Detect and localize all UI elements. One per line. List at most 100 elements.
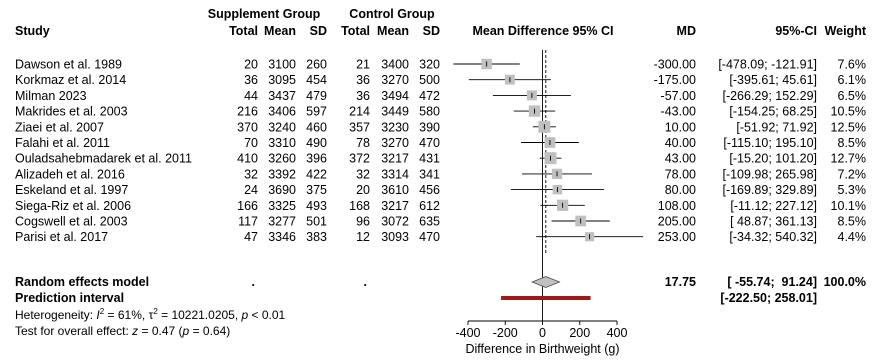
- supplement-mean: 3392: [268, 167, 296, 181]
- z-symbol: z: [131, 324, 138, 338]
- study-name: Milman 2023: [15, 89, 87, 103]
- control-total: 214: [349, 105, 370, 119]
- supplement-total: 36: [244, 73, 258, 87]
- header-control-mean: Mean: [377, 24, 409, 38]
- supplement-sd: 454: [306, 73, 327, 87]
- control-sd: 456: [419, 183, 440, 197]
- x-tick-label: 0: [539, 326, 546, 340]
- i2-value: = 61%,: [104, 308, 148, 322]
- control-mean: 3400: [381, 58, 409, 72]
- study-name: Cogswell et al. 2003: [15, 215, 128, 229]
- supplement-sd: 396: [306, 152, 327, 166]
- ci-value: [-266.29; 152.29]: [722, 89, 817, 103]
- random-effects-diamond: [531, 276, 561, 288]
- study-marks: [453, 58, 644, 242]
- supplement-mean: 3095: [268, 73, 296, 87]
- study-row: Ouladsahebmadarek et al. 2011 410 3260 396 3…: [15, 152, 866, 166]
- study-row: Siega-Riz et al. 2006 166 3325 493 168 3217 61…: [15, 199, 866, 213]
- control-sd: 580: [419, 105, 440, 119]
- md-value: 40.00: [665, 136, 696, 150]
- study-name: Ziaei et al. 2007: [15, 120, 104, 134]
- study-row: Alizadeh et al. 2016 32 3392 422 32 3314 341 78…: [15, 167, 866, 181]
- tau-symbol: τ: [149, 308, 154, 322]
- study-rows: Dawson et al. 1989 20 3100 260 21 3400 320 -300…: [15, 58, 866, 245]
- md-value: 43.00: [665, 152, 696, 166]
- control-total: 36: [356, 73, 370, 87]
- i2-superscript: 2: [100, 307, 105, 316]
- supplement-mean: 3240: [268, 120, 296, 134]
- supplement-mean: 3325: [268, 199, 296, 213]
- x-axis: -400 -200 0 200 400: [455, 320, 628, 340]
- md-value: -57.00: [661, 89, 696, 103]
- supplement-sd: 493: [306, 199, 327, 213]
- ci-value: [ 48.87; 361.13]: [730, 215, 817, 229]
- weight-value: 4.4%: [838, 230, 867, 244]
- ci-value: [-15.20; 101.20]: [729, 152, 817, 166]
- study-name: Siega-Riz et al. 2006: [15, 199, 131, 213]
- overall-p-value: = 0.64): [189, 324, 230, 338]
- control-total: 20: [356, 183, 370, 197]
- header-supplement-group: Supplement Group: [208, 7, 321, 21]
- header-row: Supplement Group Control Group Study Tot…: [15, 7, 867, 38]
- control-mean: 3093: [381, 230, 409, 244]
- x-tick-label: 400: [607, 326, 628, 340]
- supplement-total: 44: [244, 89, 258, 103]
- ci-value: [-11.12; 227.12]: [730, 199, 817, 213]
- weight-value: 12.7%: [831, 152, 866, 166]
- supplement-sd: 597: [306, 105, 327, 119]
- heterogeneity-text: Heterogeneity: I2 = 61%, τ2 = 10221.0205…: [15, 307, 286, 322]
- header-supplement-sd: SD: [310, 24, 327, 38]
- control-sd: 470: [419, 136, 440, 150]
- control-sd: 320: [419, 58, 440, 72]
- supplement-sd: 375: [306, 183, 327, 197]
- header-weight: Weight: [825, 24, 867, 38]
- z-value: = 0.47 (: [138, 324, 182, 338]
- heterogeneity-p-symbol: p: [241, 308, 249, 322]
- x-tick-label: -400: [455, 326, 480, 340]
- study-row: Cogswell et al. 2003 117 3277 501 96 3072 635 2…: [15, 215, 866, 229]
- weight-value: 8.5%: [838, 136, 867, 150]
- x-axis-label: Difference in Birthweight (g): [465, 342, 619, 356]
- prediction-interval-row: Prediction interval [-222.50; 258.01]: [15, 291, 817, 305]
- ci-value: [-154.25; 68.25]: [729, 105, 817, 119]
- md-value: -300.00: [654, 58, 696, 72]
- random-effects-ci: [ -55.74; 91.24]: [727, 275, 817, 289]
- supplement-sd: 422: [306, 167, 327, 181]
- control-sd: 341: [419, 167, 440, 181]
- control-mean: 3230: [381, 120, 409, 134]
- random-effects-control-total: .: [364, 275, 367, 289]
- study-name: Korkmaz et al. 2014: [15, 73, 126, 87]
- overall-p-symbol: p: [182, 324, 190, 338]
- supplement-mean: 3310: [268, 136, 296, 150]
- supplement-sd: 490: [306, 136, 327, 150]
- tau-superscript: 2: [153, 307, 158, 316]
- supplement-mean: 3100: [268, 58, 296, 72]
- control-mean: 3217: [381, 152, 409, 166]
- supplement-total: 410: [237, 152, 258, 166]
- ci-value: [-478.09; -121.91]: [718, 58, 817, 72]
- supplement-total: 370: [237, 120, 258, 134]
- supplement-sd: 479: [306, 89, 327, 103]
- control-sd: 500: [419, 73, 440, 87]
- study-name: Alizadeh et al. 2016: [15, 167, 125, 181]
- header-effect-column: Mean Difference 95% CI: [472, 24, 613, 38]
- study-row: Milman 2023 44 3437 479 36 3494 472 -57.00 [-266…: [15, 89, 866, 103]
- control-mean: 3217: [381, 199, 409, 213]
- supplement-sd: 260: [306, 58, 327, 72]
- control-mean: 3610: [381, 183, 409, 197]
- ci-value: [-34.32; 540.32]: [729, 230, 817, 244]
- weight-value: 6.1%: [838, 73, 867, 87]
- supplement-mean: 3346: [268, 230, 296, 244]
- control-sd: 470: [419, 230, 440, 244]
- i2-symbol: I: [96, 308, 100, 322]
- ci-value: [-109.98; 265.98]: [722, 167, 817, 181]
- supplement-mean: 3437: [268, 89, 296, 103]
- heterogeneity-p-value: < 0.01: [248, 308, 285, 322]
- prediction-interval-label: Prediction interval: [15, 291, 124, 305]
- overall-effect-text: Test for overall effect: z = 0.47 (p = 0…: [15, 324, 230, 338]
- md-value: -175.00: [654, 73, 696, 87]
- x-tick-label: 200: [569, 326, 590, 340]
- md-value: 78.00: [665, 167, 696, 181]
- md-value: -43.00: [661, 105, 696, 119]
- prediction-interval-ci: [-222.50; 258.01]: [720, 291, 817, 305]
